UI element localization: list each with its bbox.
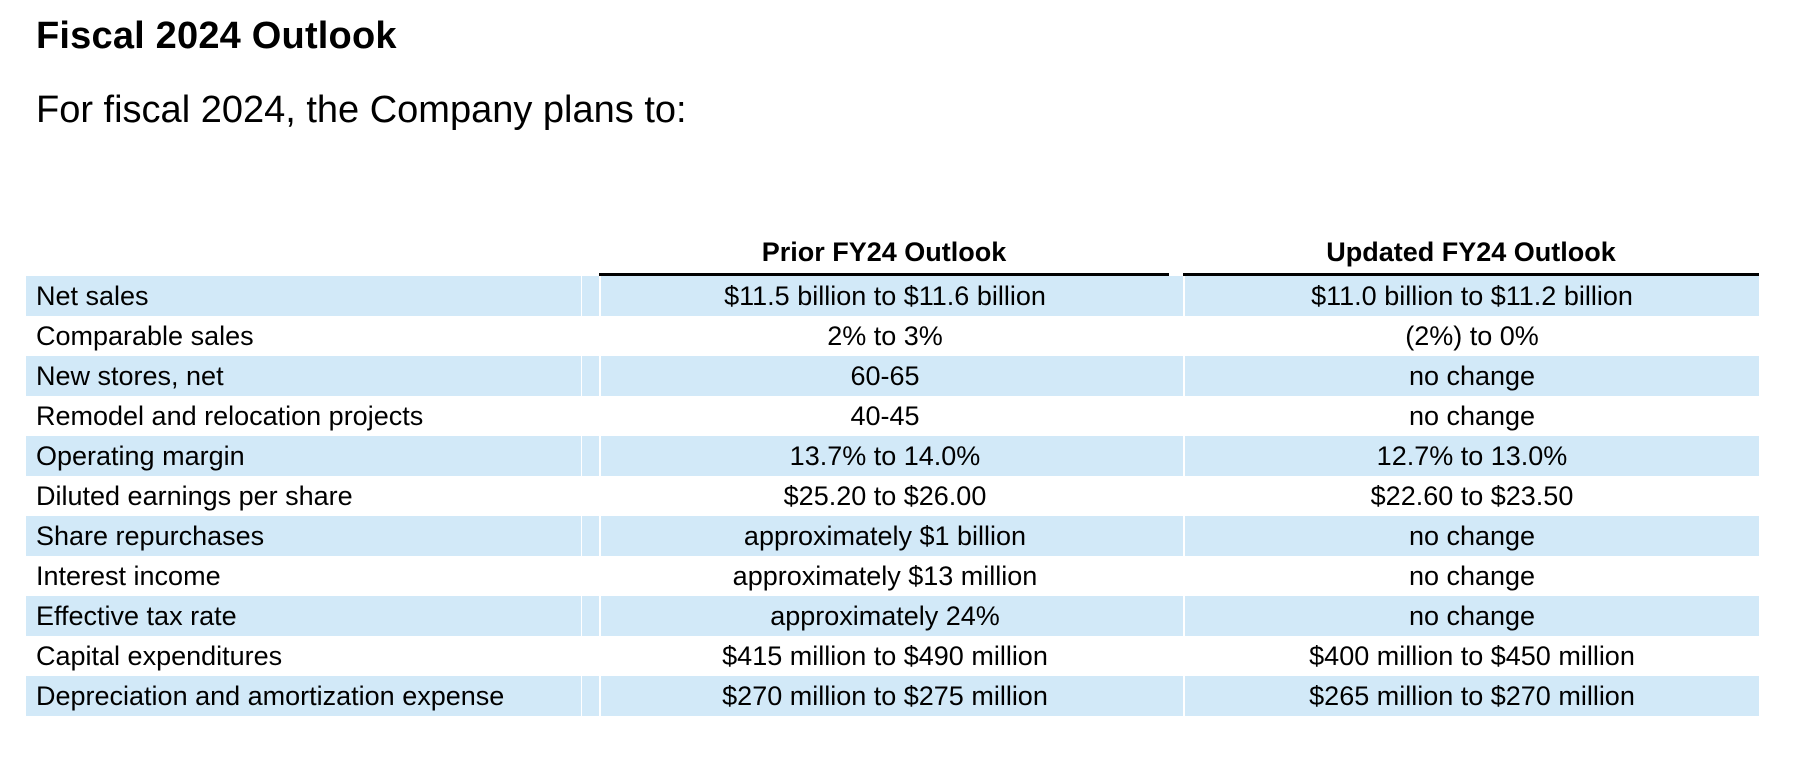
row-label: New stores, net	[26, 356, 581, 397]
row-gap-2	[1169, 636, 1183, 676]
updated-outlook-value: no change	[1183, 516, 1759, 557]
row-gap-1	[581, 396, 599, 437]
prior-outlook-value: 13.7% to 14.0%	[599, 436, 1169, 477]
updated-outlook-value: $22.60 to $23.50	[1183, 476, 1759, 517]
table-row: Net sales $11.5 billion to $11.6 billion…	[26, 276, 1759, 317]
prior-outlook-value: approximately 24%	[599, 596, 1169, 637]
prior-outlook-value: $415 million to $490 million	[599, 636, 1169, 677]
row-gap-2	[1169, 316, 1183, 356]
row-gap-1	[581, 356, 599, 397]
row-gap-1	[581, 476, 599, 517]
row-gap-2	[1169, 396, 1183, 436]
row-gap-1	[581, 516, 599, 557]
row-gap-1	[581, 636, 599, 677]
row-gap-2	[1169, 596, 1183, 637]
row-gap-2	[1169, 516, 1183, 557]
intro-text: For fiscal 2024, the Company plans to:	[36, 88, 687, 131]
prior-outlook-value: 60-65	[599, 356, 1169, 397]
table-row: New stores, net 60-65 no change	[26, 356, 1759, 397]
updated-outlook-value: $265 million to $270 million	[1183, 676, 1759, 717]
prior-outlook-value: approximately $13 million	[599, 556, 1169, 597]
row-label: Interest income	[36, 561, 221, 592]
table-body: Net sales $11.5 billion to $11.6 billion…	[26, 276, 1759, 717]
table-row: Share repurchases approximately $1 billi…	[26, 516, 1759, 557]
prior-outlook-value: approximately $1 billion	[599, 516, 1169, 557]
header-gap-1	[581, 232, 599, 276]
table-row: Operating margin 13.7% to 14.0% 12.7% to…	[26, 436, 1759, 477]
header-gap-2	[1169, 232, 1183, 276]
row-gap-2	[1169, 356, 1183, 397]
row-label: Comparable sales	[36, 321, 254, 352]
updated-outlook-value: no change	[1183, 356, 1759, 397]
table-row: Comparable sales 2% to 3% (2%) to 0%	[26, 316, 1759, 357]
page-title: Fiscal 2024 Outlook	[36, 15, 397, 57]
outlook-table: Prior FY24 Outlook Updated FY24 Outlook …	[26, 232, 1759, 717]
row-gap-2	[1169, 556, 1183, 596]
updated-outlook-value: no change	[1183, 596, 1759, 637]
row-gap-1	[581, 276, 599, 317]
row-gap-2	[1169, 436, 1183, 477]
updated-outlook-value: 12.7% to 13.0%	[1183, 436, 1759, 477]
table-row: Depreciation and amortization expense $2…	[26, 676, 1759, 717]
updated-outlook-value: $11.0 billion to $11.2 billion	[1183, 276, 1759, 317]
row-gap-2	[1169, 676, 1183, 717]
table-header-row: Prior FY24 Outlook Updated FY24 Outlook	[26, 232, 1759, 277]
prior-outlook-value: $25.20 to $26.00	[599, 476, 1169, 517]
updated-outlook-value: no change	[1183, 396, 1759, 437]
column-header-prior-outlook: Prior FY24 Outlook	[599, 232, 1169, 277]
row-label: Capital expenditures	[36, 641, 283, 672]
row-gap-1	[581, 556, 599, 597]
prior-outlook-value: 40-45	[599, 396, 1169, 437]
row-label: Operating margin	[26, 436, 581, 477]
updated-outlook-value: (2%) to 0%	[1183, 316, 1759, 357]
table-row: Capital expenditures $415 million to $49…	[26, 636, 1759, 677]
table-row: Remodel and relocation projects 40-45 no…	[26, 396, 1759, 437]
row-label: Effective tax rate	[26, 596, 581, 637]
document-page: { "page": { "title": "Fiscal 2024 Outloo…	[0, 14, 1812, 762]
updated-outlook-value: $400 million to $450 million	[1183, 636, 1759, 677]
row-label: Share repurchases	[26, 516, 581, 557]
row-label: Depreciation and amortization expense	[26, 676, 581, 717]
column-header-updated-outlook: Updated FY24 Outlook	[1183, 232, 1759, 277]
row-gap-2	[1169, 276, 1183, 317]
table-row: Effective tax rate approximately 24% no …	[26, 596, 1759, 637]
row-label: Remodel and relocation projects	[36, 401, 424, 432]
row-gap-1	[581, 316, 599, 357]
table-row: Diluted earnings per share $25.20 to $26…	[26, 476, 1759, 517]
row-gap-1	[581, 676, 599, 717]
prior-outlook-value: $270 million to $275 million	[599, 676, 1169, 717]
updated-outlook-value: no change	[1183, 556, 1759, 597]
prior-outlook-value: $11.5 billion to $11.6 billion	[599, 276, 1169, 317]
row-gap-1	[581, 436, 599, 477]
header-label-spacer	[26, 232, 581, 276]
row-gap-2	[1169, 476, 1183, 516]
prior-outlook-value: 2% to 3%	[599, 316, 1169, 357]
table-row: Interest income approximately $13 millio…	[26, 556, 1759, 597]
row-label: Net sales	[26, 276, 581, 317]
row-label: Diluted earnings per share	[36, 481, 353, 512]
row-gap-1	[581, 596, 599, 637]
